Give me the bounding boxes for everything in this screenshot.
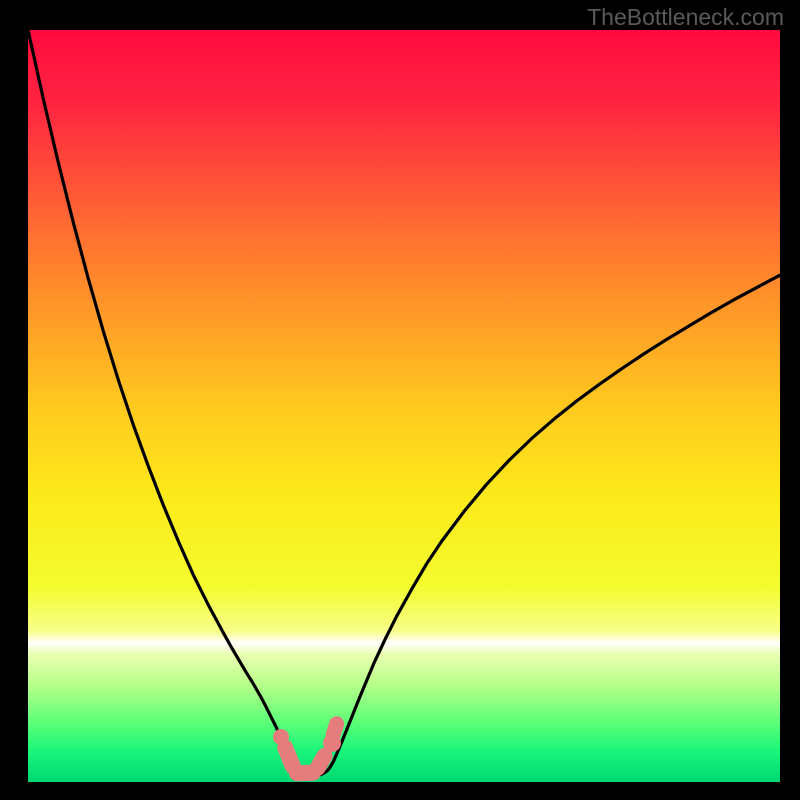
watermark-text: TheBottleneck.com [587, 4, 784, 31]
chart-frame: TheBottleneck.com [0, 0, 800, 800]
plot-area [28, 30, 780, 782]
curve-path [28, 30, 780, 776]
bottleneck-curve [28, 30, 780, 782]
